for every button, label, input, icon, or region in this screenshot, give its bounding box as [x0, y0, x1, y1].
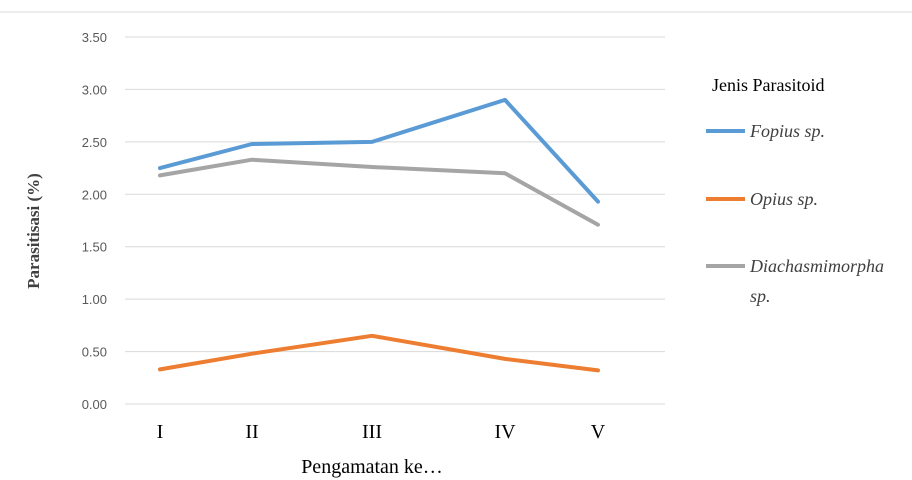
- legend-title: Jenis Parasitoid: [712, 75, 825, 95]
- legend-label-2: sp.: [750, 286, 771, 306]
- series-line-1: [158, 333, 600, 373]
- series-line-0: [158, 97, 600, 204]
- y-axis-label: Parasitisasi (%): [24, 173, 43, 289]
- y-tick-label: 1.00: [82, 292, 107, 307]
- x-tick-labels: I II III IV V: [157, 421, 606, 443]
- y-tick-label: 0.50: [82, 345, 107, 360]
- y-tick-label: 3.00: [82, 82, 107, 97]
- y-tick-label: 1.50: [82, 240, 107, 255]
- y-tick-label: 0.00: [82, 397, 107, 412]
- x-tick-label: I: [157, 421, 164, 443]
- legend-label-2: Diachasmimorpha: [749, 256, 884, 276]
- x-axis-label: Pengamatan ke…: [301, 456, 443, 478]
- series-line-2: [158, 157, 600, 227]
- y-tick-label: 2.50: [82, 135, 107, 150]
- y-tick-labels: 0.00 0.50 1.00 1.50 2.00 2.50 3.00 3.50: [82, 30, 107, 412]
- x-tick-label: V: [591, 421, 606, 443]
- y-tick-label: 3.50: [82, 30, 107, 45]
- legend-label-0: Fopius sp.: [749, 121, 825, 141]
- series-lines: [158, 97, 600, 373]
- legend: Fopius sp. Opius sp. Diachasmimorpha sp.: [706, 121, 884, 306]
- y-tick-label: 2.00: [82, 187, 107, 202]
- legend-label-1: Opius sp.: [750, 189, 818, 209]
- x-tick-label: II: [245, 421, 258, 443]
- x-tick-label: III: [362, 421, 382, 443]
- gridlines: [125, 36, 665, 405]
- x-tick-label: IV: [494, 421, 516, 443]
